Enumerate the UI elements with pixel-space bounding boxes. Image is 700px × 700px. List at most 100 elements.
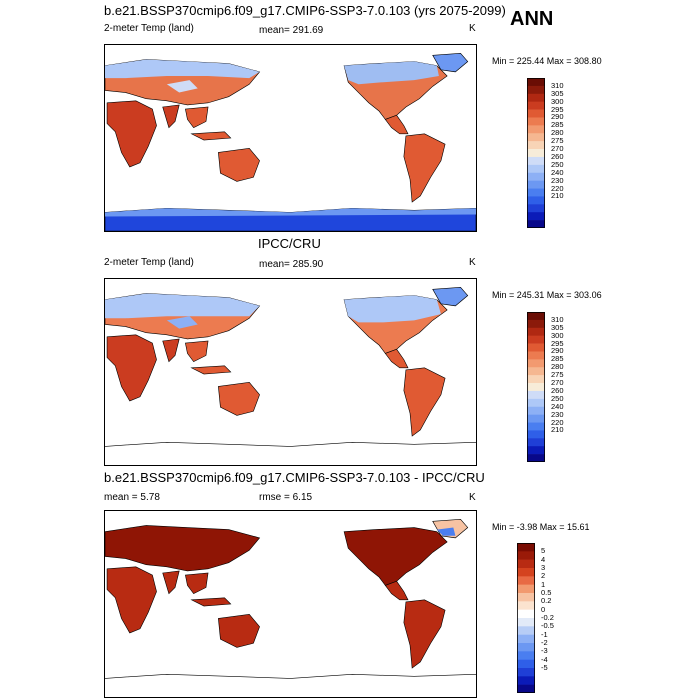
colorbar-swatch bbox=[527, 375, 545, 384]
colorbar-swatch bbox=[527, 196, 545, 205]
colorbar-swatch bbox=[527, 109, 545, 118]
colorbar-swatch bbox=[517, 576, 535, 585]
colorbar-swatch bbox=[527, 454, 545, 462]
colorbar-border bbox=[517, 543, 535, 693]
colorbar-swatch bbox=[527, 430, 545, 439]
colorbar-tick-label: 310 bbox=[551, 80, 564, 90]
colorbar-tick-label: 275 bbox=[551, 370, 564, 380]
panel1-greenland bbox=[432, 52, 469, 73]
colorbar-tick-label: 0.5 bbox=[541, 588, 552, 597]
colorbar-swatch bbox=[527, 133, 545, 142]
panel2-tibet bbox=[166, 316, 198, 329]
colorbar-swatch bbox=[527, 220, 545, 228]
colorbar-swatch bbox=[527, 446, 545, 455]
panel2-colorbar-labels: 310 305 300 295 290 285 280 275 270 260 250 240 230 2… bbox=[551, 312, 591, 462]
colorbar-swatch bbox=[517, 601, 535, 610]
colorbar-swatch bbox=[517, 543, 535, 552]
colorbar-tick-label: 295 bbox=[551, 104, 564, 114]
panel2-minmax: Min = 245.31 Max = 303.06 bbox=[492, 290, 602, 300]
panel2-north-america-cold bbox=[344, 295, 441, 323]
colorbar-swatch bbox=[527, 204, 545, 213]
panel2-indonesia bbox=[190, 365, 232, 375]
colorbar-swatch bbox=[527, 149, 545, 158]
colorbar-swatch bbox=[527, 343, 545, 352]
panel1-australia bbox=[218, 148, 260, 182]
panel2-south-america bbox=[403, 367, 446, 437]
panel2-antarctica-outline bbox=[105, 441, 476, 447]
colorbar-tick-label: 240 bbox=[551, 401, 564, 411]
panel1-map-svg bbox=[105, 52, 476, 231]
colorbar-tick-label: 290 bbox=[551, 346, 564, 356]
colorbar-tick-label: 3 bbox=[541, 563, 546, 572]
colorbar-tick-label: -4 bbox=[541, 654, 548, 664]
panel3-africa bbox=[106, 566, 157, 634]
colorbar-tick-label: 0.2 bbox=[541, 596, 552, 606]
colorbar-tick-label: 305 bbox=[551, 322, 564, 332]
colorbar-swatch bbox=[517, 684, 535, 693]
panel2-eurasia-cold bbox=[105, 293, 260, 319]
colorbar-tick-label: 250 bbox=[551, 393, 564, 403]
colorbar-swatch bbox=[517, 651, 535, 660]
colorbar-border bbox=[527, 312, 545, 462]
panel2-colorbar bbox=[527, 312, 545, 462]
colorbar-swatch bbox=[527, 422, 545, 431]
panel1-north-america-cold bbox=[344, 61, 439, 85]
panel2-central-america bbox=[384, 348, 409, 369]
colorbar-swatch bbox=[527, 390, 545, 400]
panel3-colorbar bbox=[517, 543, 535, 693]
colorbar-swatch bbox=[517, 626, 535, 635]
colorbar-tick-label: 285 bbox=[551, 354, 564, 364]
colorbar-tick-label: 2 bbox=[541, 571, 546, 581]
colorbar-tick-label: 230 bbox=[551, 175, 564, 185]
colorbar-tick-label: 230 bbox=[551, 409, 564, 419]
panel1-units: K bbox=[469, 23, 476, 34]
panel1-colorbar-labels: 310 305 300 295 290 285 280 275 270 260 250 240 230 2… bbox=[551, 78, 591, 228]
panel3-se-asia bbox=[185, 572, 209, 595]
panel2-map bbox=[104, 278, 477, 466]
colorbar-swatch bbox=[527, 406, 545, 415]
colorbar-swatch bbox=[527, 319, 545, 329]
panel2-title: IPCC/CRU bbox=[258, 236, 321, 251]
colorbar-tick-label: 305 bbox=[551, 88, 564, 98]
panel1-variable: 2-meter Temp (land) bbox=[104, 23, 194, 34]
colorbar-tick-label: 260 bbox=[551, 151, 564, 161]
colorbar-swatch bbox=[527, 335, 545, 344]
panel1-india bbox=[162, 104, 180, 129]
colorbar-swatch bbox=[517, 568, 535, 577]
panel1-colorbar bbox=[527, 78, 545, 228]
panel3-map-svg bbox=[105, 518, 476, 679]
panel1-indonesia bbox=[190, 131, 232, 141]
panel2-india bbox=[162, 338, 180, 363]
colorbar-tick-label: -0.5 bbox=[541, 621, 554, 631]
panel1-africa bbox=[106, 100, 157, 168]
panel1-minmax: Min = 225.44 Max = 308.80 bbox=[492, 56, 602, 66]
colorbar-swatch bbox=[527, 156, 545, 166]
colorbar-swatch bbox=[527, 85, 545, 95]
panel1-map bbox=[104, 44, 477, 232]
panel3-central-america bbox=[384, 580, 409, 601]
panel3-indonesia bbox=[190, 597, 232, 607]
colorbar-swatch bbox=[517, 593, 535, 602]
colorbar-swatch bbox=[517, 559, 535, 569]
colorbar-swatch bbox=[527, 93, 545, 102]
colorbar-swatch bbox=[527, 359, 545, 368]
colorbar-tick-label: 5 bbox=[541, 546, 546, 556]
colorbar-swatch bbox=[527, 367, 545, 376]
colorbar-swatch bbox=[527, 78, 545, 87]
panel3-title: b.e21.BSSP370cmip6.f09_g17.CMIP6-SSP3-7.… bbox=[104, 470, 485, 485]
colorbar-tick-label: 0 bbox=[541, 604, 546, 614]
panel2-se-asia bbox=[185, 340, 209, 363]
colorbar-tick-label: 220 bbox=[551, 417, 564, 427]
colorbar-swatch bbox=[527, 212, 545, 221]
panel1-title: b.e21.BSSP370cmip6.f09_g17.CMIP6-SSP3-7.… bbox=[104, 3, 506, 18]
colorbar-swatch bbox=[527, 383, 545, 392]
panel3-mean: mean = 5.78 bbox=[104, 492, 160, 503]
colorbar-swatch bbox=[517, 584, 535, 594]
colorbar-tick-label: -1 bbox=[541, 629, 548, 639]
colorbar-swatch bbox=[527, 398, 545, 408]
colorbar-tick-label: -5 bbox=[541, 663, 548, 672]
colorbar-swatch bbox=[517, 634, 535, 644]
panel1-eurasia-cold bbox=[105, 59, 260, 79]
panel1-south-america bbox=[403, 133, 446, 203]
colorbar-swatch bbox=[527, 125, 545, 134]
